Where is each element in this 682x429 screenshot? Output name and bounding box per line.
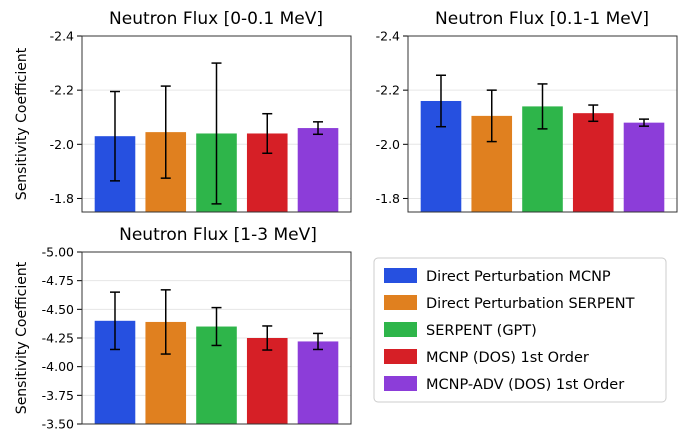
y-tick-label: -4.00: [42, 359, 74, 374]
legend: Direct Perturbation MCNP Direct Perturbat…: [373, 257, 667, 403]
legend-swatch: [384, 295, 417, 310]
y-tick-label: -3.50: [42, 417, 74, 429]
legend-swatch: [384, 349, 417, 364]
chart-1: Neutron Flux [0-0.1 MeV] -2.4 -2.2 -2.0 -1.8…: [14, 9, 352, 213]
y-tick-label: -1.8: [376, 191, 400, 206]
charts-group: Neutron Flux [0-0.1 MeV] -2.4 -2.2 -2.0 -1.8…: [14, 9, 678, 429]
y-tick-label: -2.0: [50, 137, 74, 152]
bar: [623, 122, 665, 212]
legend-label: MCNP-ADV (DOS) 1st Order: [426, 377, 624, 393]
chart-title: Neutron Flux [0.1-1 MeV]: [435, 9, 649, 29]
legend-swatch: [384, 322, 417, 337]
y-tick-label: -1.8: [50, 191, 74, 206]
y-tick-label: -4.75: [42, 273, 74, 288]
y-axis-label: Sensitivity Coefficient: [14, 47, 30, 200]
chart-title: Neutron Flux [1-3 MeV]: [119, 225, 317, 245]
y-tick-label: -4.50: [42, 302, 74, 317]
y-tick-label: -2.2: [50, 83, 74, 98]
legend-label: Direct Perturbation MCNP: [426, 269, 611, 285]
y-tick-label: -2.2: [376, 83, 400, 98]
y-tick-label: -4.25: [42, 331, 74, 346]
bar: [297, 341, 339, 424]
chart-title: Neutron Flux [0-0.1 MeV]: [109, 9, 323, 29]
legend-swatch: [384, 268, 417, 283]
y-axis-label: Sensitivity Coefficient: [14, 261, 30, 414]
y-tick-label: -5.00: [42, 245, 74, 260]
legend-label: SERPENT (GPT): [426, 323, 537, 339]
legend-label: Direct Perturbation SERPENT: [426, 296, 635, 312]
y-tick-label: -3.75: [42, 388, 74, 403]
legend-swatch: [384, 376, 417, 391]
y-tick-label: -2.0: [376, 137, 400, 152]
bar: [572, 113, 614, 212]
legend-label: MCNP (DOS) 1st Order: [426, 350, 589, 366]
bar: [246, 338, 288, 424]
y-tick-label: -2.4: [50, 29, 74, 44]
plot-frame: [81, 251, 352, 425]
legend-frame: [373, 257, 667, 403]
y-tick-label: -2.4: [376, 29, 400, 44]
chart-3: Neutron Flux [1-3 MeV] -5.00 -4.75 -4.50 -4.…: [14, 225, 352, 429]
plot-frame: [407, 35, 678, 213]
chart-2: Neutron Flux [0.1-1 MeV] -2.4 -2.2 -2.0 -1.8: [376, 9, 678, 213]
bar: [297, 128, 339, 212]
plot-frame: [81, 35, 352, 213]
